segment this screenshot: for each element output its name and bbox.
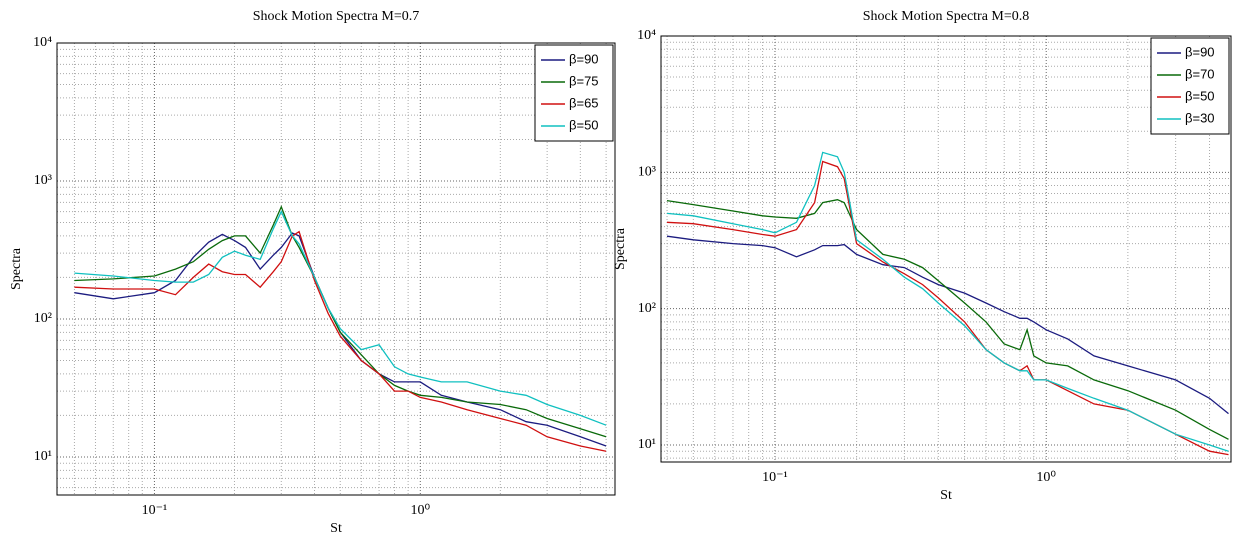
chart-title: Shock Motion Spectra M=0.8 <box>863 9 1030 24</box>
x-axis-label: St <box>940 488 952 503</box>
series-line <box>74 230 607 452</box>
legend-label: β=50 <box>1185 88 1215 103</box>
y-tick-label: 10⁴ <box>637 28 656 43</box>
legend-label: β=90 <box>1185 44 1215 59</box>
legend-label: β=90 <box>569 51 599 66</box>
y-axis-label: Spectra <box>9 247 24 290</box>
y-tick-label: 10¹ <box>638 437 656 452</box>
y-tick-label: 10² <box>34 311 52 326</box>
plot-area <box>57 43 615 495</box>
y-tick-label: 10¹ <box>34 449 52 464</box>
series-line <box>666 151 1229 452</box>
x-tick-label: 10⁰ <box>1036 470 1056 485</box>
legend: β=90 β=70 β=50 β=30 <box>1150 37 1230 135</box>
y-tick-label: 10³ <box>638 165 656 180</box>
legend-label: β=70 <box>1185 66 1215 81</box>
x-tick-label: 10⁻¹ <box>142 503 168 518</box>
series-line <box>666 199 1229 440</box>
plot-frame <box>660 35 1232 463</box>
x-axis-label: St <box>330 521 342 536</box>
series-line <box>666 235 1229 415</box>
legend-label: β=30 <box>1185 110 1215 125</box>
x-tick-label: 10⁰ <box>410 503 430 518</box>
legend-box <box>534 44 614 142</box>
series-line <box>666 160 1229 456</box>
legend-label: β=50 <box>569 117 599 132</box>
y-tick-label: 10³ <box>34 173 52 188</box>
y-tick-label: 10² <box>638 301 656 316</box>
chart-title: Shock Motion Spectra M=0.7 <box>253 9 420 24</box>
series-line <box>74 210 607 426</box>
legend-label: β=75 <box>569 73 599 88</box>
legend-label: β=65 <box>569 95 599 110</box>
y-axis-label: Spectra <box>613 227 628 270</box>
legend-box <box>1150 37 1230 135</box>
legend: β=90 β=75 β=65 β=50 <box>534 44 614 142</box>
plot-frame <box>56 42 616 496</box>
x-tick-label: 10⁻¹ <box>762 470 788 485</box>
y-tick-label: 10⁴ <box>33 35 52 50</box>
